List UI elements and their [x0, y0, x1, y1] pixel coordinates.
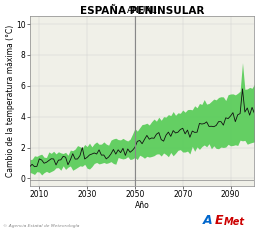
Text: © Agencia Estatal de Meteorología: © Agencia Estatal de Meteorología	[3, 224, 79, 228]
Text: E: E	[214, 214, 223, 227]
Text: A: A	[203, 214, 212, 227]
Text: Met: Met	[224, 217, 245, 227]
X-axis label: Año: Año	[135, 201, 150, 210]
Title: ESPAÑA PENINSULAR: ESPAÑA PENINSULAR	[80, 6, 204, 16]
Y-axis label: Cambio de la temperatura máxima (°C): Cambio de la temperatura máxima (°C)	[5, 25, 15, 177]
Text: ANUAL: ANUAL	[127, 6, 157, 15]
